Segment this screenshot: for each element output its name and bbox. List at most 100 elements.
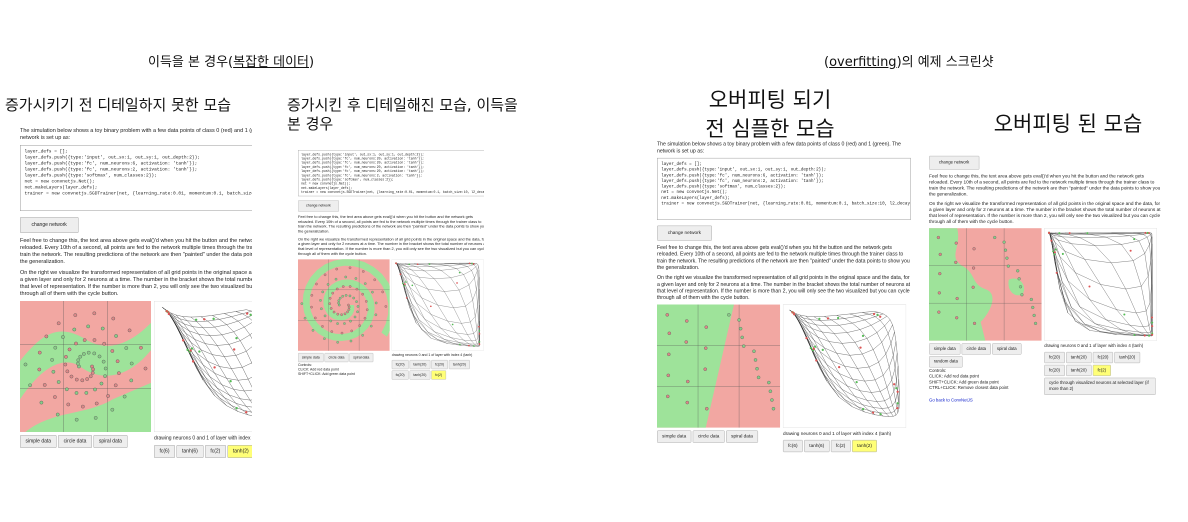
layer-button[interactable]: fc(6) (154, 445, 175, 458)
data-button[interactable]: random data (929, 356, 963, 368)
screenshot-content: The simulation below shows a toy binary … (20, 127, 252, 462)
data-button[interactable]: circle data (961, 343, 991, 355)
drawing (55, 412, 60, 417)
drawing (792, 313, 796, 316)
paragraph: Feel free to change this, the text area … (657, 244, 910, 271)
data-button[interactable]: simple data (929, 343, 961, 355)
code-line: layer_defs.push({type:'fc', num_neurons:… (301, 165, 425, 169)
controls: Controls: CLICK: Add red data point SHIFT+… (298, 363, 390, 377)
drawing (667, 331, 672, 336)
layer-button[interactable]: tanh(2) (851, 439, 878, 453)
layer-button[interactable]: tanh(20) (1065, 364, 1092, 377)
layer-button[interactable]: fc(20) (391, 370, 409, 380)
canvas (1044, 227, 1158, 341)
layer-button[interactable]: tanh(2) (227, 445, 252, 458)
drawing (165, 309, 168, 313)
drawing (456, 282, 458, 284)
drawing (73, 313, 78, 317)
drawing (1054, 248, 1057, 251)
drawing (323, 314, 327, 318)
paragraph: Feel free to change this, the text area … (20, 237, 252, 265)
drawing (42, 383, 47, 387)
layer-button[interactable]: tanh(20) (1065, 351, 1092, 364)
screenshot-content: The simulation below shows a toy binary … (657, 141, 911, 456)
code-line: net.makeLayers(layer_defs); (301, 186, 353, 190)
drawing (1133, 333, 1136, 337)
layer-button[interactable]: fc(2) (204, 445, 226, 458)
canvas (298, 258, 396, 351)
drawing (1005, 256, 1009, 260)
layer-button[interactable]: fc(6) (782, 439, 803, 453)
data-button[interactable]: simple data (298, 353, 324, 363)
drawing (755, 366, 759, 371)
drawing (66, 402, 71, 407)
layer-button[interactable]: tanh(20) (1114, 351, 1140, 364)
change-network-button[interactable]: change network (929, 155, 980, 170)
layer-button[interactable]: fc(2) (1092, 364, 1111, 377)
header-link[interactable]: 복잡한 데이터 (233, 55, 310, 70)
drawing (44, 334, 49, 339)
title-line: 본 경우 (287, 115, 334, 133)
layer-button[interactable]: tanh(20) (409, 360, 431, 370)
data-button[interactable]: spiral data (93, 435, 128, 448)
drawing (74, 417, 79, 422)
drawing (23, 362, 28, 367)
code-line: layer_defs.push({type:'input', out_sx:1,… (24, 155, 201, 160)
drawing (353, 315, 357, 319)
drawing (1146, 231, 1149, 234)
data-button[interactable]: circle data (58, 435, 92, 448)
data-button[interactable]: circle data (324, 353, 349, 363)
layer-button[interactable]: fc(20) (1044, 351, 1065, 364)
drawing (399, 272, 480, 345)
drawing (349, 339, 353, 343)
layer-button[interactable]: tanh(6) (804, 439, 830, 453)
drawing (323, 337, 326, 340)
layer-button[interactable]: fc(20) (1044, 364, 1065, 377)
cycle-button[interactable]: cycle through visualized neurons at sele… (1044, 377, 1156, 395)
layer-button[interactable]: fc(2) (431, 370, 446, 380)
data-button[interactable]: spiral data (992, 343, 1022, 355)
drawing (365, 308, 369, 311)
layer-button[interactable]: tanh(20) (448, 360, 470, 370)
layer-button[interactable]: fc(20) (1092, 351, 1114, 364)
data-button[interactable]: circle data (692, 430, 725, 443)
layer-button[interactable]: tanh(6) (176, 445, 204, 458)
drawing (1068, 232, 1071, 235)
drawing (110, 349, 115, 353)
drawing (818, 317, 821, 320)
viz-caption: drawing neurons 0 and 1 of layer with in… (1044, 343, 1144, 349)
drawing (235, 407, 238, 410)
data-button[interactable]: spiral data (349, 353, 374, 363)
paragraph: On the right we visualize the transforme… (20, 269, 252, 297)
canvas (391, 259, 484, 352)
layer-button[interactable]: fc(20) (391, 360, 409, 370)
drawing (88, 374, 93, 379)
header-link[interactable]: overfitting (829, 55, 897, 70)
drawing (74, 341, 78, 346)
drawing (235, 311, 252, 321)
drawing (478, 343, 481, 345)
drawing (82, 338, 87, 342)
layer-button[interactable]: fc(20) (431, 360, 448, 370)
drawing (395, 262, 397, 265)
layer-button[interactable]: fc(2) (830, 439, 851, 453)
drawing (685, 400, 689, 405)
change-network-button[interactable]: change network (657, 225, 712, 241)
back-link[interactable]: Go back to ConvNetJS (929, 397, 973, 403)
data-button[interactable]: simple data (657, 430, 692, 443)
change-network-button[interactable]: change network (298, 200, 339, 212)
drawing (361, 334, 364, 337)
drawing (355, 287, 359, 291)
drawing (954, 241, 958, 245)
screenshot-content: change network Feel free to change this, … (929, 155, 1161, 406)
drawing (348, 266, 352, 270)
data-button[interactable]: spiral data (725, 430, 758, 443)
right-column: drawing neurons 0 and 1 of layer with in… (153, 300, 252, 459)
drawing (838, 365, 841, 369)
data-button[interactable]: simple data (20, 435, 57, 448)
drawing (862, 407, 865, 411)
drawing (478, 333, 481, 335)
layer-button[interactable]: tanh(20) (409, 370, 431, 380)
change-network-button[interactable]: change network (20, 217, 79, 233)
drawing (1133, 238, 1136, 241)
